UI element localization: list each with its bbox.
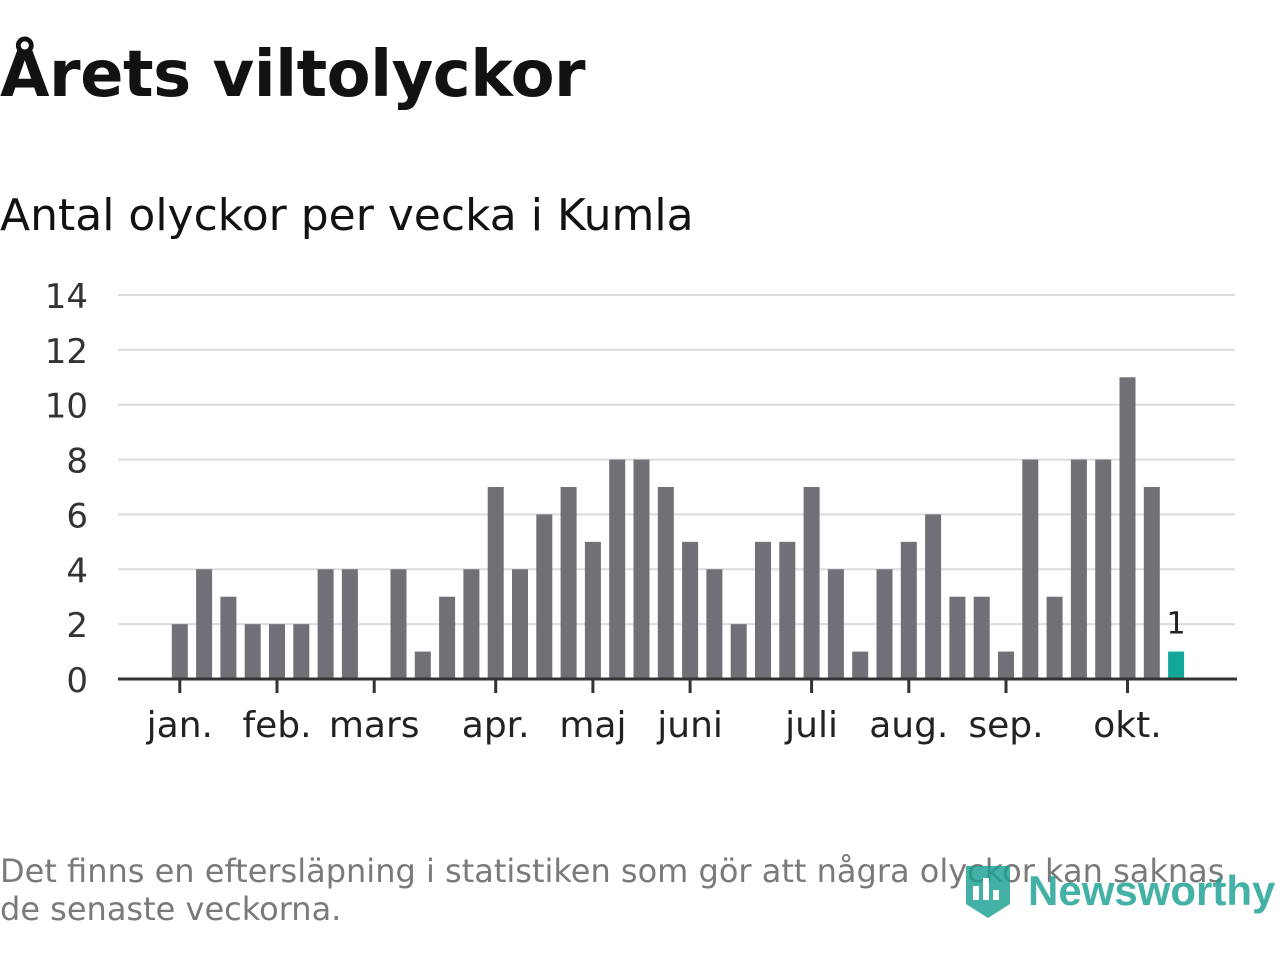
chart-subtitle: Antal olyckor per vecka i Kumla — [0, 190, 694, 241]
data-label: 1 — [1167, 607, 1186, 642]
bar — [682, 541, 699, 679]
chart-title: Årets viltolyckor — [0, 38, 586, 112]
bar — [269, 624, 285, 679]
bar — [633, 459, 650, 679]
x-tick-label: juli — [784, 705, 838, 746]
bar — [341, 569, 358, 679]
bar — [1119, 377, 1136, 679]
bar — [730, 624, 747, 679]
y-tick-label: 8 — [66, 442, 88, 482]
bar — [706, 569, 723, 679]
newsworthy-logo-icon — [966, 866, 1010, 918]
x-tick-label: jan. — [146, 705, 213, 746]
y-axis-ticks: 0 2 4 6 8 10 12 14 — [45, 277, 88, 701]
bar — [584, 541, 601, 679]
x-tick-label: aug. — [869, 705, 948, 746]
y-tick-label: 12 — [45, 332, 88, 372]
bar — [487, 487, 504, 679]
footnote: Det finns en eftersläpning i statistiken… — [0, 852, 1225, 928]
bar — [463, 569, 480, 679]
bar — [755, 541, 771, 679]
bar — [925, 514, 942, 679]
bar — [609, 459, 626, 679]
x-tick-label: apr. — [462, 705, 530, 746]
bar — [803, 487, 820, 679]
bar — [657, 487, 674, 679]
bar — [949, 596, 966, 679]
x-tick-label: maj — [559, 705, 626, 746]
bar — [196, 569, 213, 679]
bar — [900, 541, 917, 679]
brand-name: Newsworthy — [1028, 867, 1276, 914]
bar — [220, 596, 237, 679]
gridlines — [118, 294, 1235, 626]
bar — [536, 514, 553, 679]
y-tick-label: 2 — [66, 606, 88, 646]
bar — [1070, 459, 1087, 679]
bar — [827, 569, 844, 679]
bar — [1095, 459, 1112, 679]
bars — [171, 377, 1185, 679]
bar — [852, 651, 869, 679]
x-tick-label: feb. — [242, 705, 311, 746]
x-axis-month-labels: jan. feb. mars apr. maj juni juli aug. sep. okt. — [146, 679, 1162, 746]
bar — [779, 541, 796, 679]
y-tick-label: 6 — [66, 496, 88, 536]
bar — [244, 624, 261, 679]
x-tick-label: juni — [656, 705, 723, 746]
bar — [414, 651, 431, 679]
bar — [390, 569, 407, 679]
bar — [1143, 487, 1160, 679]
y-tick-label: 4 — [66, 551, 88, 591]
bar — [998, 651, 1014, 679]
bar — [293, 624, 310, 679]
bar-chart: 0 2 4 6 8 10 12 14 jan. feb. mars apr. maj juni juli a… — [45, 277, 1237, 746]
x-tick-label: okt. — [1093, 705, 1161, 746]
bar — [876, 569, 893, 679]
y-tick-label: 14 — [45, 277, 88, 317]
x-tick-label: sep. — [968, 705, 1043, 746]
bar — [439, 596, 456, 679]
bar — [171, 624, 188, 679]
x-tick-label: mars — [329, 705, 420, 746]
bar — [1022, 459, 1039, 679]
bar — [973, 596, 990, 679]
bar — [317, 569, 334, 679]
bar — [1046, 596, 1063, 679]
y-tick-label: 10 — [45, 387, 88, 427]
bar-highlight — [1168, 651, 1185, 679]
data-labels: 1 — [1167, 607, 1186, 642]
bar — [512, 569, 528, 679]
bar — [560, 487, 577, 679]
y-tick-label: 0 — [66, 661, 88, 701]
newsworthy-logo: Newsworthy — [962, 860, 1275, 922]
